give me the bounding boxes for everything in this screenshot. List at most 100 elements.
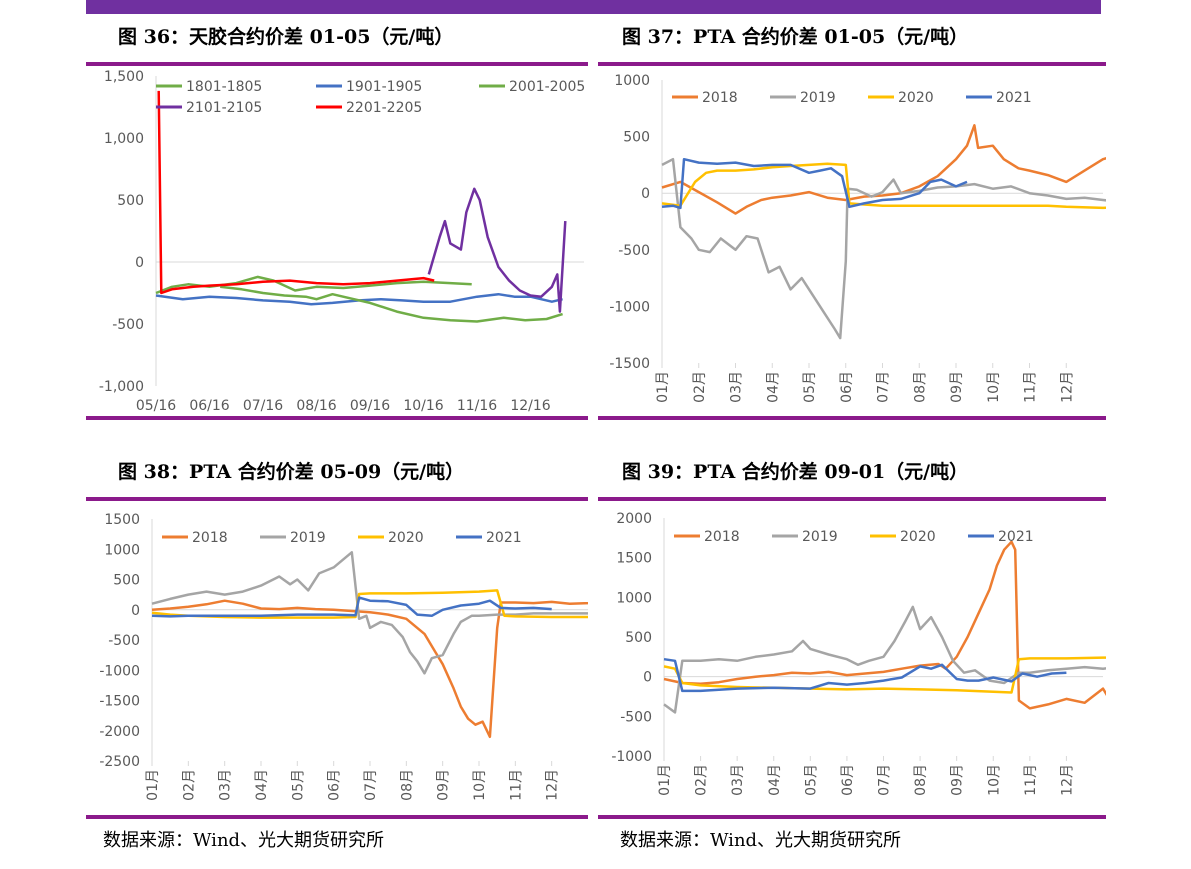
x-tick-label: 04月 [765, 371, 781, 403]
x-tick-label: 09/16 [350, 398, 390, 414]
x-tick-label: 07/16 [243, 398, 283, 414]
x-tick-label: 05月 [803, 764, 819, 796]
y-tick-label: 500 [117, 193, 144, 209]
x-tick-label: 01月 [655, 371, 671, 403]
series-line-2021 [663, 657, 1067, 693]
x-tick-label: 03月 [729, 371, 745, 403]
x-tick-label: 10/16 [403, 398, 443, 414]
chart-36-bottom-rule [86, 416, 588, 420]
chart-39-top-rule [598, 497, 1106, 501]
y-tick-label: 500 [625, 630, 652, 646]
x-tick-label: 02月 [694, 764, 710, 796]
x-tick-label: 12月 [545, 769, 561, 801]
chart-38: 1500 1000 500 0 -500 -1000 -1500 -2000 -2500 01月 0… [99, 512, 588, 801]
x-tick-label: 08月 [913, 764, 929, 796]
source-note-right: 数据来源：Wind、光大期货研究所 [620, 830, 902, 851]
x-tick-label: 12月 [1059, 371, 1075, 403]
y-tick-label: 1,000 [104, 131, 144, 147]
y-tick-label: -2000 [99, 724, 140, 740]
series-line-2018 [151, 599, 588, 739]
y-tick-label: 0 [135, 255, 144, 271]
chart-36-title: 图 36：天胶合约价差 01-05（元/吨） [118, 26, 454, 48]
x-tick-label: 11月 [1023, 764, 1039, 796]
chart-39-title: 图 39：PTA 合约价差 09-01（元/吨） [622, 461, 969, 483]
legend-label: 1901-1905 [346, 79, 422, 95]
x-tick-label: 06月 [839, 371, 855, 403]
x-tick-label: 06月 [327, 769, 343, 801]
legend-label: 2019 [800, 90, 836, 106]
x-tick-label: 08/16 [296, 398, 336, 414]
series-line-2101-2105 [427, 187, 567, 313]
x-tick-label: 02月 [692, 371, 708, 403]
x-tick-label: 06月 [840, 764, 856, 796]
y-tick-label: 0 [641, 186, 650, 202]
y-tick-label: -500 [108, 633, 140, 649]
y-tick-label: -500 [618, 243, 650, 259]
series-line-2201-2205 [157, 90, 435, 295]
x-tick-label: 03月 [218, 769, 234, 801]
chart-38-bottom-rule [86, 815, 588, 819]
x-tick-label: 10月 [986, 764, 1002, 796]
y-tick-label: -500 [620, 709, 652, 725]
chart-37-top-rule [598, 62, 1106, 66]
x-tick-label: 07月 [363, 769, 379, 801]
legend-label: 2020 [900, 529, 936, 545]
y-tick-label: 0 [131, 603, 140, 619]
y-tick-label: 500 [113, 573, 140, 589]
legend-label: 2020 [388, 530, 424, 546]
series-line-2019 [661, 157, 1106, 340]
y-tick-label: 500 [623, 130, 650, 146]
top-band [86, 0, 1101, 14]
x-tick-label: 05月 [290, 769, 306, 801]
x-tick-label: 07月 [877, 764, 893, 796]
chart-39-bottom-rule [598, 815, 1106, 819]
legend-label: 1801-1805 [186, 79, 262, 95]
y-tick-label: 0 [643, 670, 652, 686]
chart-36: 1,500 1,000 500 0 -500 -1,000 05/16 06/16 07/16 0… [99, 69, 585, 414]
chart-38-top-rule [86, 497, 588, 501]
y-tick-label: 1000 [614, 73, 650, 89]
x-tick-label: 08月 [399, 769, 415, 801]
y-tick-label: 1500 [616, 551, 652, 567]
x-tick-label: 02月 [181, 769, 197, 801]
y-tick-label: 1500 [104, 512, 140, 528]
series-line-2018 [661, 124, 1106, 215]
y-tick-label: -1,000 [99, 379, 144, 395]
x-tick-label: 05/16 [136, 398, 176, 414]
y-tick-label: -1000 [611, 749, 652, 765]
y-tick-label: -500 [112, 317, 144, 333]
x-tick-label: 09月 [436, 769, 452, 801]
chart-37-bottom-rule [598, 416, 1106, 420]
y-tick-label: -1500 [99, 694, 140, 710]
y-tick-label: 2000 [616, 511, 652, 527]
legend-label: 2201-2205 [346, 100, 422, 116]
series-line-2021 [661, 157, 968, 210]
x-tick-label: 10月 [472, 769, 488, 801]
legend-label: 2021 [998, 529, 1034, 545]
series-line-2018 [663, 540, 1106, 710]
series-line-1801-1805 [155, 275, 472, 295]
x-tick-label: 11月 [508, 769, 524, 801]
y-tick-label: -1500 [609, 356, 650, 372]
chart-38-title: 图 38：PTA 合约价差 05-09（元/吨） [118, 461, 465, 483]
x-tick-label: 09月 [949, 371, 965, 403]
y-tick-label: 1000 [104, 542, 140, 558]
legend-label: 2101-2105 [186, 100, 262, 116]
x-tick-label: 11/16 [457, 398, 497, 414]
legend-label: 2018 [192, 530, 228, 546]
legend-label: 2019 [290, 530, 326, 546]
legend-label: 2021 [486, 530, 522, 546]
x-tick-label: 01月 [657, 764, 673, 796]
y-tick-label: -1000 [99, 663, 140, 679]
x-tick-label: 04月 [254, 769, 270, 801]
series-line-1901-1905 [155, 292, 563, 306]
x-tick-label: 10月 [986, 371, 1002, 403]
series-line-2001-2005 [220, 285, 563, 323]
series-line-2019 [663, 605, 1106, 714]
source-note-left: 数据来源：Wind、光大期货研究所 [103, 830, 385, 851]
series-line-2021 [151, 596, 552, 618]
series-line-2020 [663, 656, 1106, 694]
legend-label: 2018 [704, 529, 740, 545]
x-tick-label: 11月 [1023, 371, 1039, 403]
y-tick-label: 1000 [616, 590, 652, 606]
